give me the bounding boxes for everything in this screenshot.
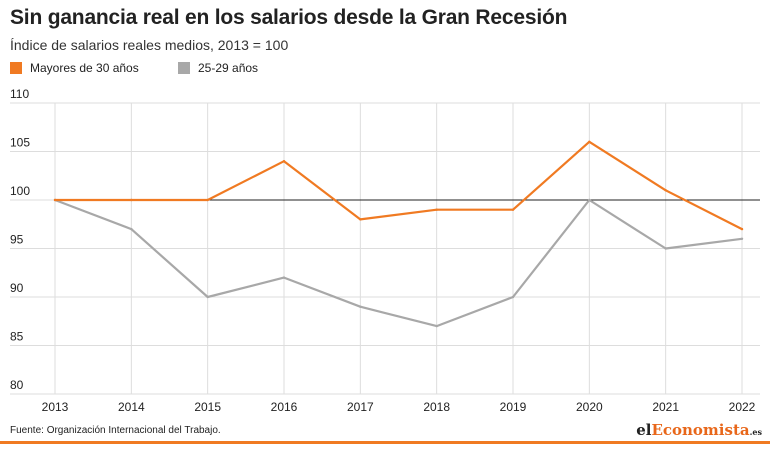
x-tick-label: 2016 [271, 400, 298, 414]
y-tick-label: 105 [10, 136, 30, 150]
series-line-25-29 [53, 198, 744, 328]
data-point-mayores-30 [53, 198, 57, 202]
x-tick-label: 2019 [500, 400, 527, 414]
x-tick-label: 2018 [423, 400, 450, 414]
data-point-mayores-30 [664, 189, 667, 192]
data-point-mayores-30 [282, 160, 286, 163]
y-tick-label: 90 [10, 281, 24, 295]
data-point-mayores-30 [740, 227, 744, 231]
x-tick-label: 2021 [652, 400, 679, 414]
data-point-25-29 [282, 276, 286, 279]
legend-swatch-orange [10, 62, 22, 74]
data-point-25-29 [740, 237, 744, 240]
data-point-mayores-30 [588, 140, 591, 143]
data-point-25-29 [664, 247, 667, 250]
brand-logo: elEconomista.es [636, 421, 762, 439]
y-tick-label: 80 [10, 378, 24, 392]
x-tick-label: 2015 [194, 400, 221, 414]
chart-subtitle: Índice de salarios reales medios, 2013 =… [10, 37, 289, 53]
legend-item-25-29: 25-29 años [178, 61, 258, 75]
data-point-25-29 [435, 324, 438, 328]
data-point-25-29 [511, 295, 515, 299]
brand-suffix: .es [749, 427, 762, 437]
chart-title: Sin ganancia real en los salarios desde … [10, 6, 568, 29]
x-tick-label: 2017 [347, 400, 374, 414]
bottom-accent-bar [0, 441, 770, 444]
data-point-mayores-30 [435, 208, 438, 211]
y-tick-label: 95 [10, 233, 24, 247]
legend-label: Mayores de 30 años [30, 61, 139, 75]
data-point-25-29 [588, 198, 591, 202]
legend-item-mayores-30: Mayores de 30 años [10, 61, 139, 75]
data-point-25-29 [130, 227, 133, 231]
x-tick-label: 2014 [118, 400, 145, 414]
x-tick-label: 2013 [42, 400, 69, 414]
brand-accent: Economista [651, 421, 750, 439]
series-line-mayores-30 [53, 140, 744, 231]
data-point-25-29 [359, 305, 362, 308]
y-tick-label: 110 [10, 87, 29, 101]
y-tick-label: 100 [10, 184, 30, 198]
data-point-mayores-30 [359, 218, 362, 221]
data-point-mayores-30 [511, 208, 515, 211]
y-tick-label: 85 [10, 330, 24, 344]
data-point-25-29 [206, 295, 209, 299]
x-tick-label: 2020 [576, 400, 603, 414]
brand-prefix: el [636, 421, 652, 439]
source-note: Fuente: Organización Internacional del T… [10, 425, 221, 436]
x-tick-label: 2022 [729, 400, 756, 414]
data-point-mayores-30 [130, 198, 133, 202]
legend-label: 25-29 años [198, 61, 259, 75]
legend-swatch-gray [178, 62, 190, 74]
data-point-mayores-30 [206, 198, 209, 202]
line-chart: 80 85 90 95 100 105 110 2013 2014 2015 2016 2017 201… [10, 87, 760, 414]
